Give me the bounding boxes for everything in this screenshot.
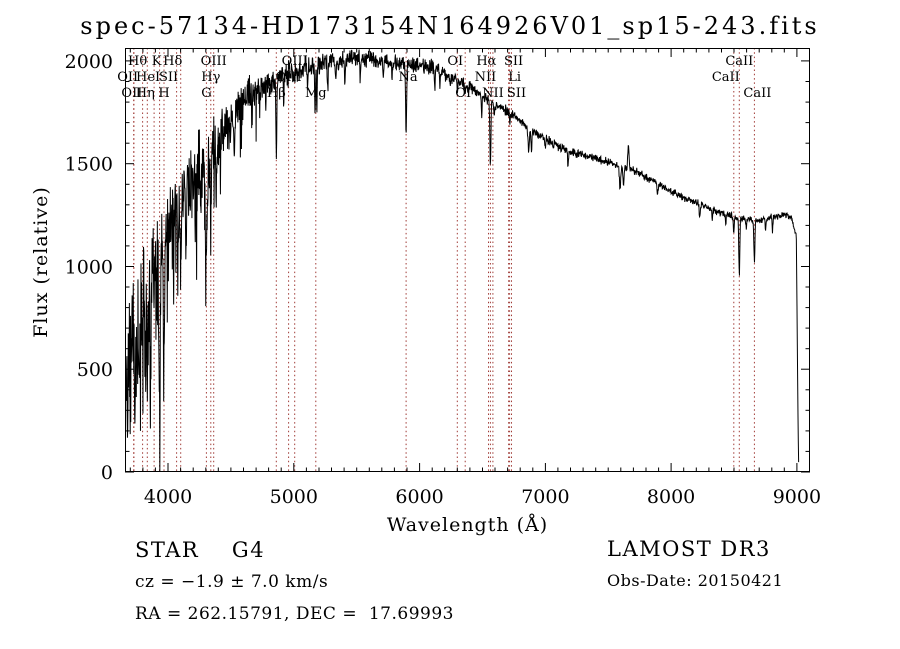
x-tick-label: 7000 bbox=[521, 486, 569, 508]
spectral-line-label: Hα bbox=[476, 54, 496, 69]
spectral-line-label: CaII bbox=[712, 70, 740, 85]
y-tick-label: 500 bbox=[77, 359, 113, 381]
obs-date-text: Obs-Date: 20150421 bbox=[607, 571, 784, 590]
spectral-line-label: K bbox=[152, 54, 162, 69]
spectral-line-label: Na bbox=[399, 70, 418, 85]
spectral-line-label: Hγ bbox=[201, 70, 220, 85]
x-tick-label: 5000 bbox=[270, 486, 318, 508]
spectral-line-markers-layer bbox=[133, 48, 755, 472]
y-axis-label: Flux (relative) bbox=[30, 186, 52, 338]
spectral-line-label: OIII bbox=[201, 54, 227, 69]
spectral-line-label: Li bbox=[508, 70, 521, 85]
plot-title: spec-57134-HD173154N164926V01_sp15-243.f… bbox=[80, 12, 820, 40]
y-tick-label: 2000 bbox=[65, 51, 113, 73]
spectral-line-label: OII bbox=[121, 86, 142, 101]
x-tick-label: 6000 bbox=[395, 486, 443, 508]
x-axis-label: Wavelength (Å) bbox=[386, 514, 549, 536]
spectral-line-label: NII bbox=[475, 70, 497, 85]
spectral-line-label: SII bbox=[159, 70, 178, 85]
y-tick-label: 0 bbox=[101, 462, 113, 484]
axes-layer: 4000 5000 6000 7000 8000 9000 0 500 1000 1500 2000 bbox=[65, 48, 821, 508]
object-class-text: STAR G4 bbox=[135, 538, 266, 562]
survey-release-text: LAMOST DR3 bbox=[607, 537, 771, 561]
y-tick-label: 1500 bbox=[65, 154, 113, 176]
ra-dec-text: RA = 262.15791, DEC = 17.69993 bbox=[135, 604, 454, 624]
spectral-line-label: Hη bbox=[136, 86, 155, 101]
spectral-line-label: OII bbox=[117, 70, 138, 85]
spectral-line-label: CaII bbox=[743, 86, 771, 101]
spectral-line-label: Hδ bbox=[163, 54, 182, 69]
spectral-line-label: SII bbox=[507, 86, 526, 101]
spectral-line-label: SII bbox=[504, 54, 523, 69]
x-tick-label: 8000 bbox=[647, 486, 695, 508]
plot-frame bbox=[125, 48, 810, 472]
spectral-line-label: G bbox=[201, 86, 211, 101]
spectral-line-label: H bbox=[158, 86, 169, 101]
spectrum-curve-layer bbox=[125, 49, 800, 473]
spectral-line-label: Hθ bbox=[128, 54, 147, 69]
spectral-line-label: OI bbox=[447, 54, 463, 69]
spectral-line-label: HeI bbox=[136, 70, 160, 85]
spectral-line-label: CaII bbox=[725, 54, 753, 69]
x-tick-label: 9000 bbox=[773, 486, 821, 508]
radial-velocity-text: cz = −1.9 ± 7.0 km/s bbox=[135, 572, 329, 592]
spectrum-curve bbox=[125, 49, 800, 473]
y-tick-label: 1000 bbox=[65, 257, 113, 279]
x-tick-label: 4000 bbox=[144, 486, 192, 508]
